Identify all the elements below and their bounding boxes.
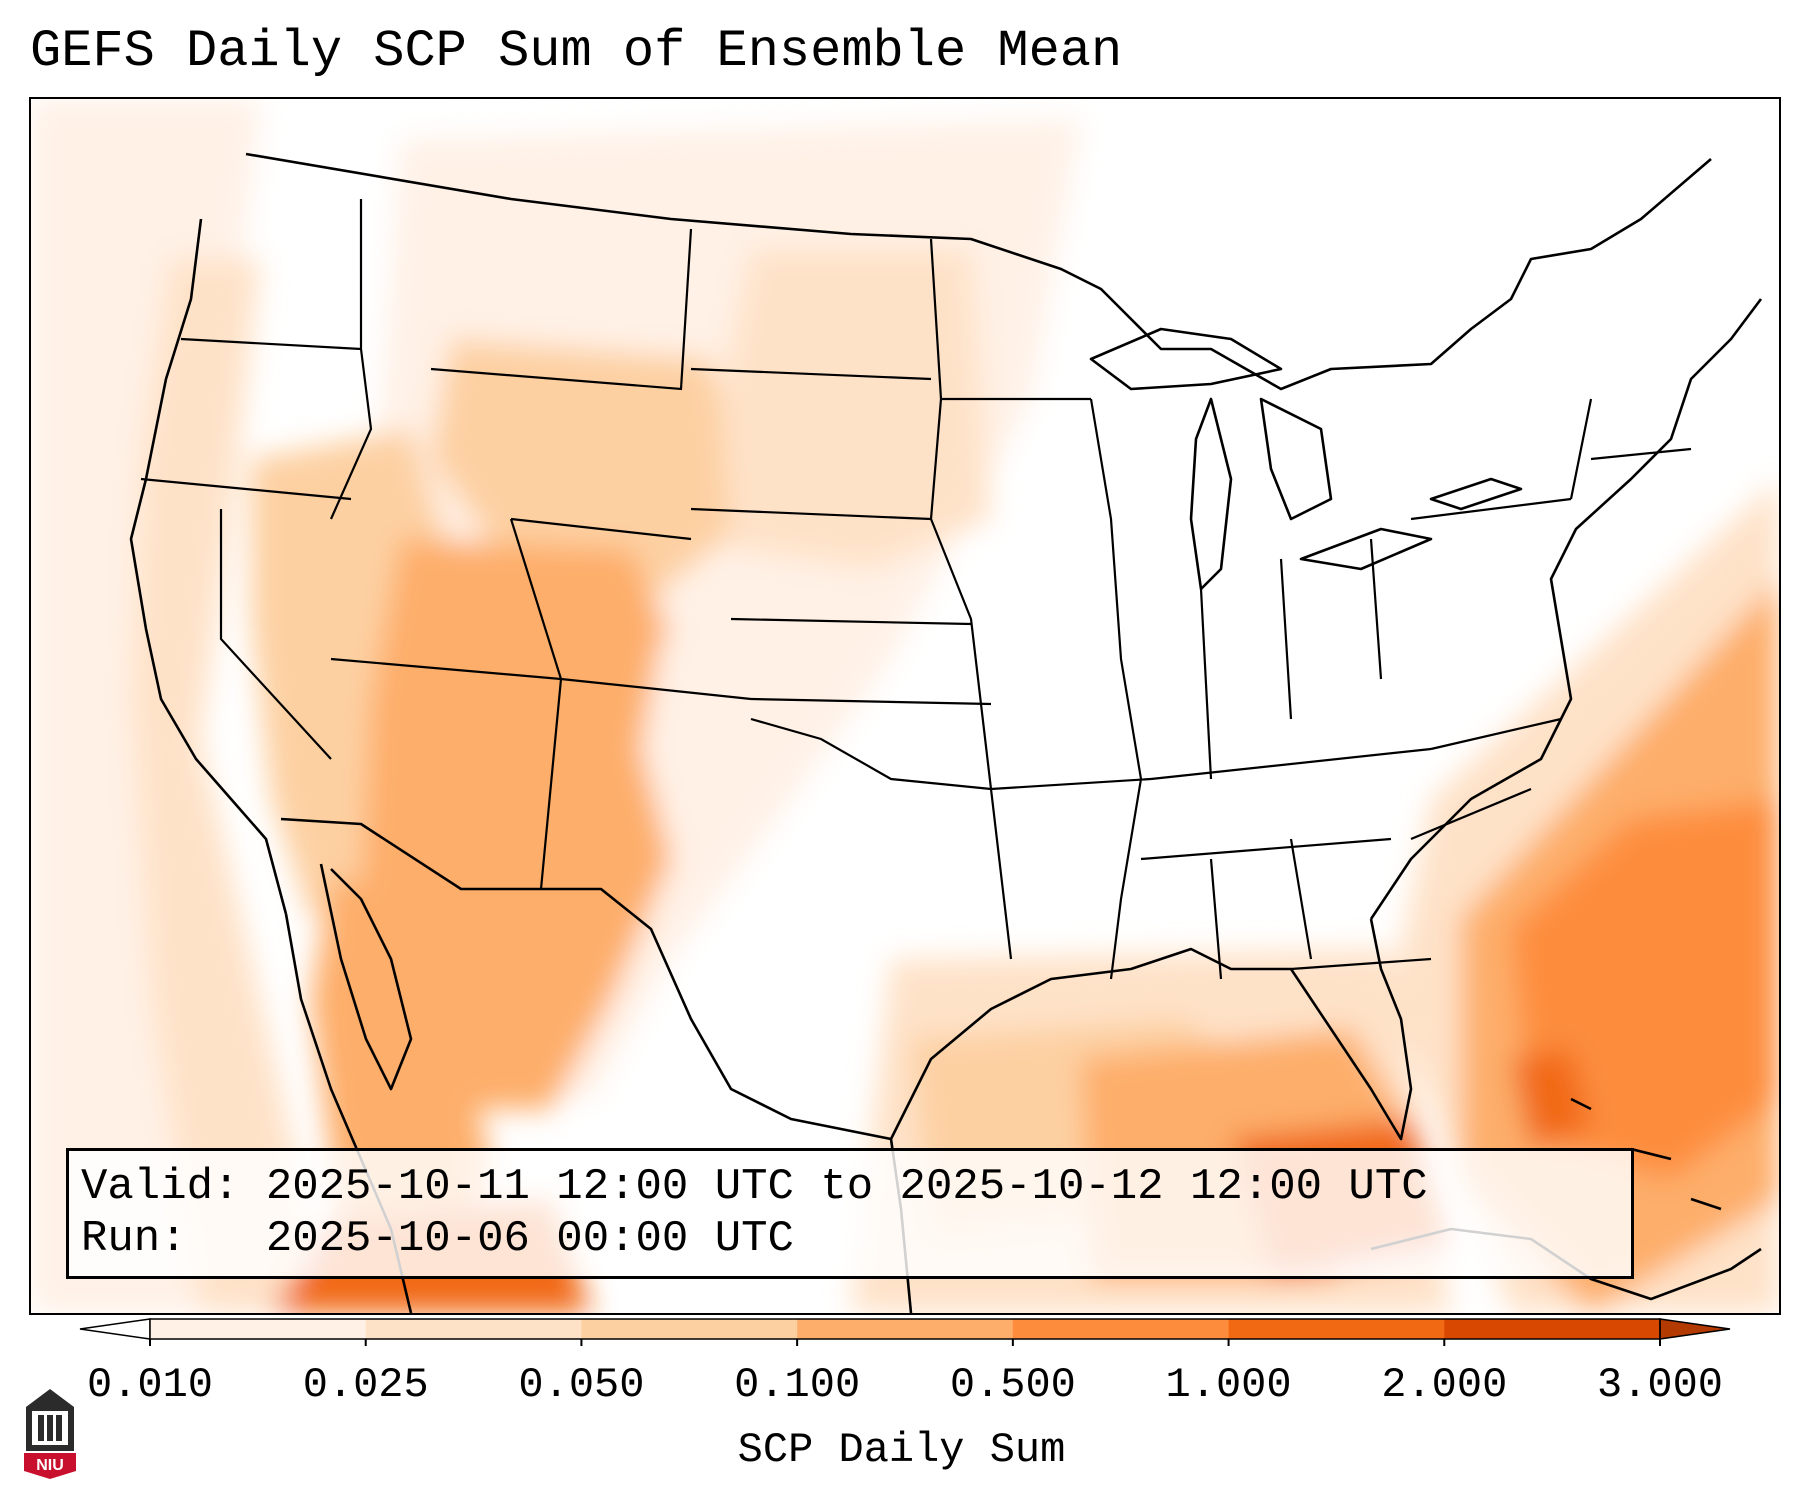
field-northern-rockies	[431, 339, 751, 599]
state-line-in-oh	[1279, 558, 1293, 720]
colorbar-tick-label: 0.500	[949, 1361, 1076, 1409]
field-atlantic-core	[1511, 1049, 1591, 1149]
colorbar-under-arrow	[79, 1318, 151, 1340]
logo-text: NIU	[36, 1457, 64, 1474]
state-line-id	[329, 199, 373, 520]
state-line-wa-or	[180, 337, 362, 351]
state-line-tn-ms	[1140, 837, 1392, 861]
state-line-oh-pa	[1369, 538, 1383, 680]
colorbar-segment-3	[797, 1319, 1014, 1339]
field-west-coast	[131, 259, 331, 1313]
lake-erie	[1299, 527, 1433, 571]
map-title: GEFS Daily SCP Sum of Ensemble Mean	[30, 22, 1123, 81]
state-line-new-england	[1569, 398, 1692, 500]
colorbar-frame	[149, 1318, 1661, 1340]
lake-michigan	[1189, 397, 1233, 591]
state-line-il-in	[1199, 588, 1213, 780]
state-line-or-ca	[140, 477, 352, 501]
colorbar-label: SCP Daily Sum	[737, 1426, 1066, 1474]
state-line-va-nc	[1430, 717, 1562, 751]
colorbar-tick-label: 0.025	[302, 1361, 429, 1409]
state-line-ok-tx	[750, 717, 992, 791]
state-line-mo-ar	[990, 777, 1152, 791]
state-line-sd-ne	[690, 507, 932, 521]
state-line-ky-tn	[1150, 747, 1432, 781]
field-four-corners-core	[411, 599, 631, 919]
colorbar-tick-label: 0.010	[86, 1361, 214, 1409]
colorbar-segment-5	[1228, 1319, 1445, 1339]
state-line-ms-al	[1209, 858, 1223, 980]
us-canada-border	[245, 152, 1712, 391]
colorbar-segment-2	[581, 1319, 798, 1339]
state-line-ut-co	[509, 517, 692, 680]
lake-huron	[1259, 397, 1333, 521]
state-line-nd-sd	[690, 367, 932, 381]
colorbar-tick-label: 2.000	[1381, 1361, 1508, 1409]
scp-field-layer	[31, 99, 1779, 1313]
colorbar-segment-6	[1444, 1319, 1661, 1339]
valid-label: Valid:	[81, 1162, 240, 1212]
state-line-mt-wy	[430, 228, 693, 391]
run-time: 2025-10-06 00:00 UTC	[265, 1214, 794, 1264]
atlantic-coastline	[1369, 298, 1763, 920]
colorbar	[79, 1318, 1731, 1346]
colorbar-tick-label: 0.050	[518, 1361, 645, 1409]
colorbar-tick-label: 0.100	[734, 1361, 861, 1409]
colorbar-over-arrow	[1659, 1318, 1731, 1340]
baja-peninsula	[319, 863, 413, 1091]
colorbar-tick-label: 3.000	[1596, 1361, 1724, 1409]
gulf-coastline	[889, 918, 1413, 1141]
state-line-ks-ok	[750, 697, 992, 706]
state-line-al-ga	[1289, 838, 1313, 960]
state-line-ut-az	[330, 657, 562, 681]
state-line-co-nm	[560, 677, 752, 701]
lake-superior	[1089, 327, 1283, 391]
valid-time-range: 2025-10-11 12:00 UTC to 2025-10-12 12:00…	[265, 1162, 1428, 1212]
state-line-ne-ks	[730, 617, 972, 626]
lake-ontario	[1429, 477, 1523, 511]
state-line-az-nm	[539, 678, 563, 890]
state-border-layer	[140, 199, 1692, 980]
state-line-nv-ca	[219, 509, 332, 760]
state-line-nc-sc	[1410, 787, 1532, 841]
field-plains-light	[721, 249, 991, 569]
bahamas-outline	[1570, 1097, 1722, 1211]
us-mexico-border	[280, 817, 892, 1141]
state-line-ga-fl	[1290, 957, 1432, 971]
boundary-layer	[129, 152, 1763, 1313]
valid-run-info-box: Valid: 2025-10-11 12:00 UTC to 2025-10-1…	[66, 1148, 1634, 1279]
colorbar-segment-4	[1012, 1319, 1230, 1339]
colorbar-tick-label: 1.000	[1165, 1361, 1292, 1409]
colorbar-segment-1	[365, 1319, 582, 1339]
colorbar-segment-0	[150, 1319, 367, 1339]
pacific-coastline	[129, 218, 288, 915]
state-line-mississippi	[1089, 398, 1143, 980]
niu-logo-icon: NIU	[24, 1389, 76, 1479]
run-label: Run:	[81, 1214, 187, 1264]
state-line-plains-east	[929, 238, 1013, 960]
scp-map	[31, 99, 1779, 1313]
state-line-ny-pa	[1410, 497, 1572, 521]
map-panel	[29, 97, 1781, 1315]
field-colorado-light	[641, 619, 791, 859]
